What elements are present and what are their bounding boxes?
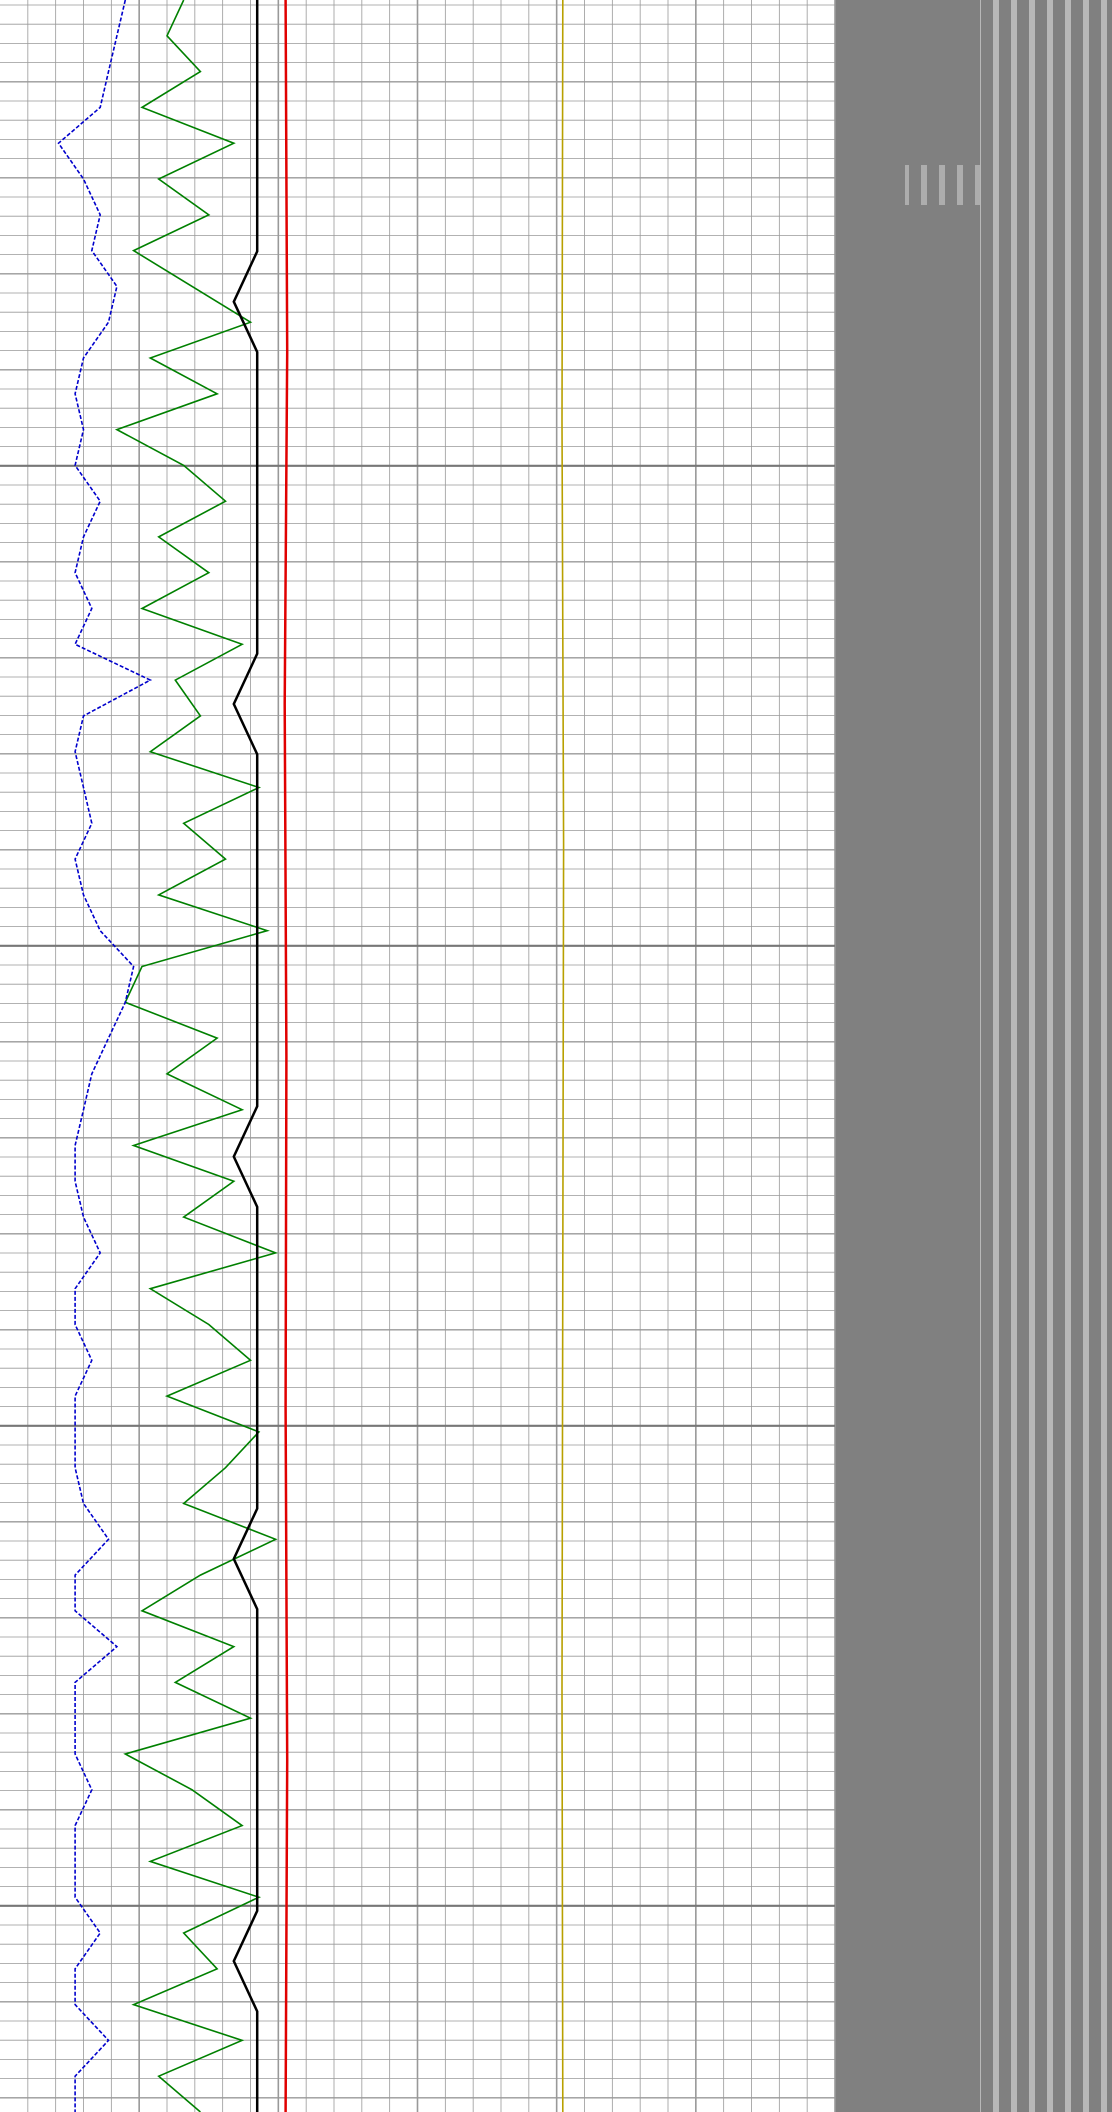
log-curve bbox=[283, 0, 289, 2112]
log-curve bbox=[114, 0, 279, 2112]
log-curve bbox=[57, 0, 153, 2112]
image-texture bbox=[905, 165, 1112, 205]
log-curve bbox=[232, 0, 259, 2112]
log-curve bbox=[561, 0, 565, 2112]
image-texture bbox=[980, 0, 1112, 2112]
curves bbox=[57, 0, 565, 2112]
